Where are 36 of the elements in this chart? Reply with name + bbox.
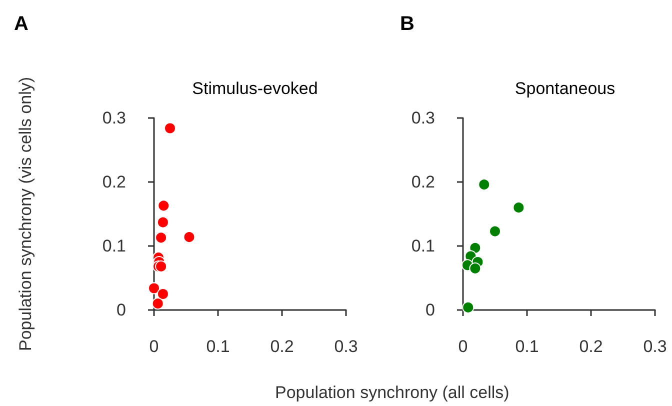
- point: [158, 200, 170, 212]
- y-tick-label: 0: [116, 300, 126, 320]
- x-tick-label: 0.2: [270, 337, 294, 356]
- point: [469, 262, 482, 274]
- point: [156, 216, 169, 228]
- x-tick-label: 0.2: [579, 337, 603, 356]
- point: [155, 260, 168, 272]
- x-tick-label: 0: [458, 337, 468, 356]
- point: [152, 298, 164, 310]
- y-tick-label: 0.2: [411, 172, 435, 192]
- x-tick-label: 0.3: [643, 337, 667, 356]
- point: [512, 202, 525, 214]
- y-tick-label: 0.3: [102, 108, 126, 128]
- x-tick-label: 0.1: [515, 337, 539, 356]
- chart-title: Spontaneous: [514, 79, 616, 98]
- point: [156, 288, 169, 300]
- x-tick-label: 0.1: [206, 337, 230, 356]
- point: [489, 225, 501, 238]
- point: [183, 231, 196, 244]
- point: [155, 232, 168, 244]
- x-tick-label: 0: [149, 337, 159, 356]
- y-axis-title: Population synchrony (vis cells only): [16, 76, 35, 352]
- y-tick-label: 0.1: [102, 236, 126, 256]
- y-tick-label: 0.1: [411, 236, 435, 256]
- y-tick-label: 0.3: [411, 108, 435, 128]
- point: [148, 282, 160, 294]
- x-axis-title: Population synchrony (all cells): [275, 383, 510, 402]
- y-tick-label: 0.2: [102, 172, 126, 192]
- text: B: [400, 13, 414, 35]
- y-tick-label: 0: [426, 300, 435, 320]
- point: [164, 122, 176, 134]
- point: [478, 178, 490, 191]
- chart-title: Stimulus-evoked: [192, 79, 318, 98]
- text: A: [14, 13, 28, 35]
- point: [462, 301, 474, 314]
- x-tick-label: 0.3: [334, 337, 358, 356]
